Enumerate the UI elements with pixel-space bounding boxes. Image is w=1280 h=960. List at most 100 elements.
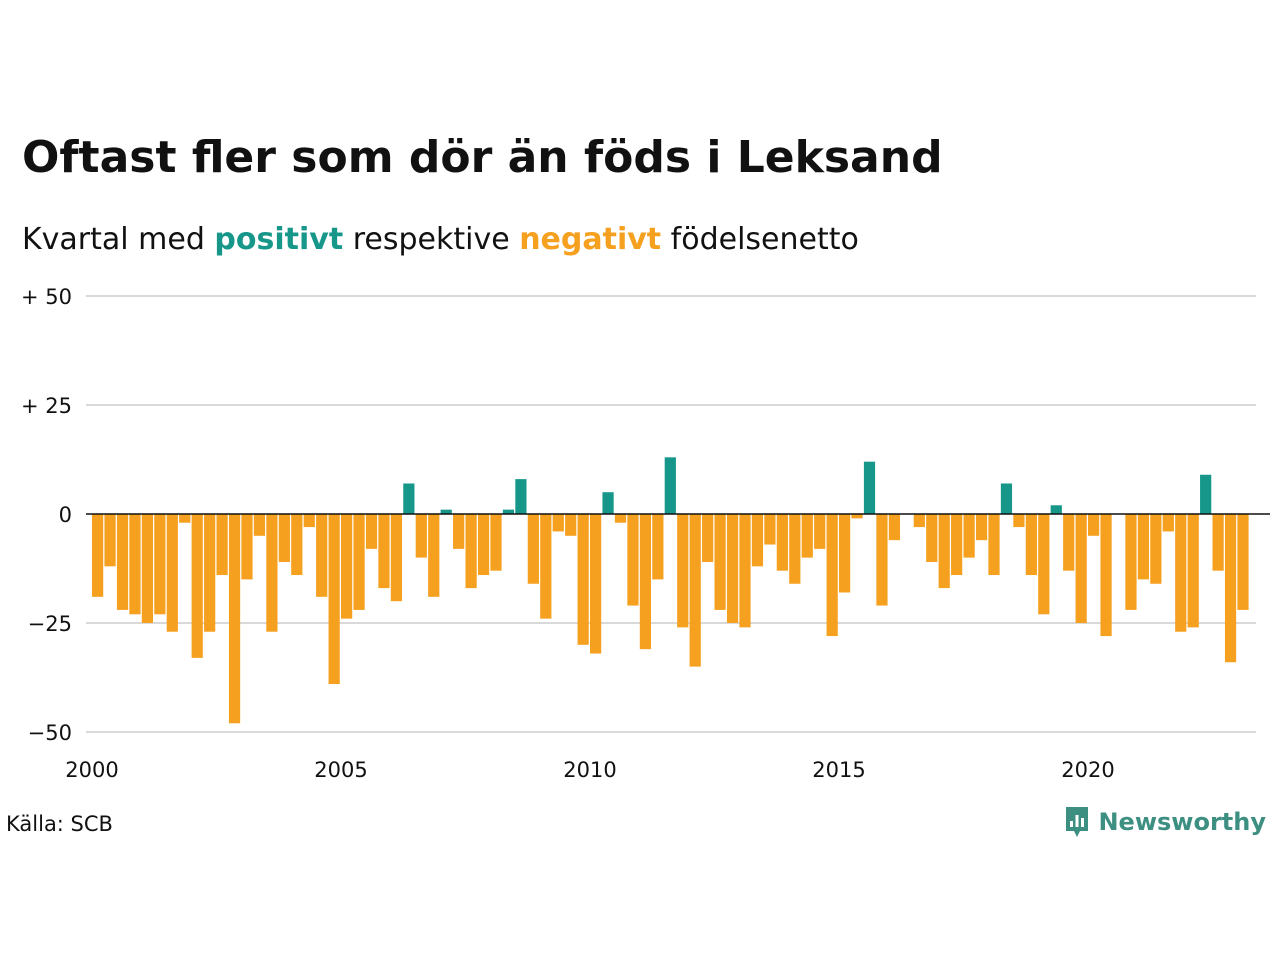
bar [926,514,938,562]
bar [316,514,328,597]
grid-lines [86,295,1256,733]
y-tick-label: −25 [28,612,72,636]
bar [1000,483,1013,514]
bar [191,514,203,658]
bar [988,514,1000,576]
bar [614,514,627,523]
bar [390,514,403,602]
bar [166,514,178,632]
x-tick-labels: 2000 2005 2010 2015 2020 [65,758,1114,782]
bar [502,509,515,514]
bar [739,514,751,628]
bar [341,514,353,619]
bar [1075,514,1087,623]
bar [764,514,776,545]
bar [602,492,614,514]
bar [92,514,104,597]
subtitle-prefix: Kvartal med [22,222,215,257]
bar [1137,514,1150,580]
y-tick-label: + 25 [21,394,72,418]
chart-subtitle: Kvartal med positivt respektive negativt… [22,222,859,257]
bar [639,514,652,650]
brand-name: Newsworthy [1098,808,1266,836]
bar [428,514,440,597]
bar [141,514,154,623]
bar [228,514,241,724]
bar [378,514,390,589]
bar [1200,474,1212,514]
chart-title: Oftast fler som dör än föds i Leksand [22,132,943,183]
bar [253,514,266,536]
bar [652,514,664,580]
bar [353,514,365,610]
bar [365,514,378,549]
bar [702,514,714,562]
bar [477,514,490,576]
bar [1125,514,1137,610]
bar [963,514,975,558]
brand-logo: Newsworthy [1064,802,1266,842]
bar [328,514,340,685]
bar [627,514,639,606]
bar [490,514,502,571]
bar [801,514,813,558]
bar [1063,514,1075,571]
bar [714,514,726,610]
bar [839,514,851,593]
y-tick-label: 0 [59,503,72,527]
bar [1150,514,1162,584]
bar [552,514,564,532]
bar [515,479,527,514]
bar [1100,514,1112,637]
bar [440,509,452,514]
bar [814,514,826,549]
bar [465,514,477,589]
bar [565,514,577,536]
bar [241,514,253,580]
bar [751,514,764,567]
bar [1038,514,1050,615]
bars [92,457,1249,724]
bar [1013,514,1025,528]
bar [951,514,963,576]
bar [266,514,278,632]
bar [876,514,888,606]
y-tick-label: −50 [28,721,72,745]
bar [1050,505,1062,514]
bar [726,514,739,623]
bar [1162,514,1174,532]
bar [789,514,801,584]
bar [590,514,602,654]
bar [303,514,315,528]
x-tick-label: 2005 [314,758,367,782]
bar [975,514,988,541]
x-tick-label: 2020 [1061,758,1114,782]
bar [204,514,216,632]
bar [826,514,838,637]
bar [403,483,415,514]
bar [863,461,876,514]
bar [129,514,141,615]
bar [216,514,228,576]
y-tick-labels: + 50 + 25 0 −25 −50 [21,285,72,745]
x-tick-label: 2000 [65,758,118,782]
bar [415,514,427,558]
bar [1212,514,1224,571]
bar [664,457,676,514]
bar-chart: + 50 + 25 0 −25 −50 2000 2005 2010 2015 2020 [21,285,1270,782]
bar [116,514,129,610]
source-note: Källa: SCB [6,812,113,836]
subtitle-negative-word: negativt [519,222,662,257]
bar [577,514,589,645]
bar [527,514,539,584]
bar [1224,514,1237,663]
bar [1237,514,1249,610]
subtitle-middle: respektive [343,222,520,257]
bar [938,514,950,589]
subtitle-positive-word: positivt [214,222,344,257]
bar [851,514,863,519]
bar [888,514,901,541]
bar [179,514,191,523]
newsworthy-logo-icon [1066,807,1089,837]
x-tick-label: 2010 [563,758,616,782]
